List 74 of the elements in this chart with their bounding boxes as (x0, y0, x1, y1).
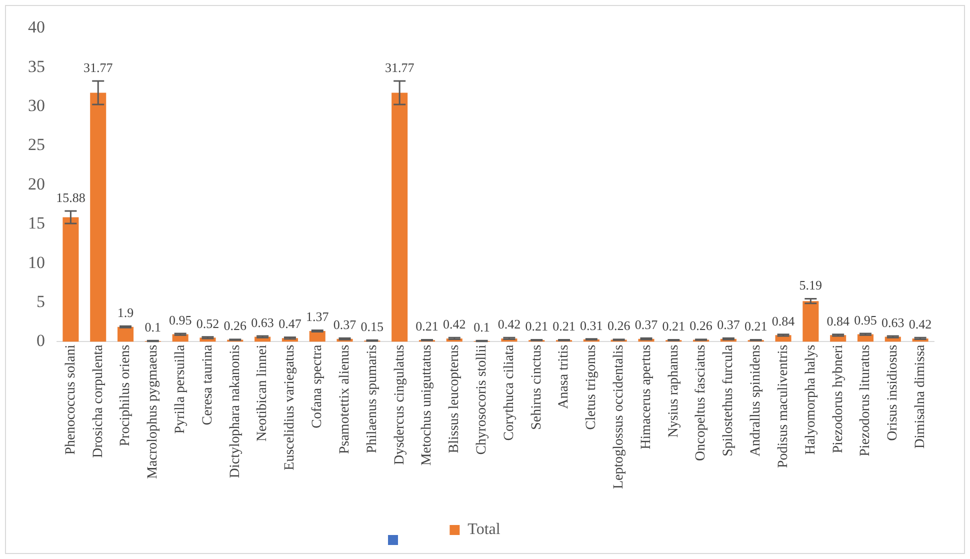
y-tick-label: 10 (28, 252, 45, 272)
x-tick-label: Dictylophara nakanonis (228, 344, 243, 478)
x-tick-label: Cletus trigonus (584, 344, 600, 430)
x-tick-label: Blissus leucopterus (447, 344, 462, 454)
data-label: 0.42 (443, 316, 466, 332)
x-tick-label: Anasa tritis (556, 344, 572, 409)
x-tick-label: Prociphilus oriens (118, 344, 134, 446)
x-tick-label: Sehirus cinctus (529, 344, 544, 430)
data-label: 0.84 (826, 313, 850, 328)
x-tick-label: Ceresa taurina (200, 344, 216, 426)
data-label: 0.21 (525, 318, 548, 334)
data-label: 0.26 (607, 318, 631, 334)
data-label: 0.37 (717, 316, 740, 332)
x-tick-label: Philaenus spumaris (364, 344, 380, 454)
y-tick-label: 40 (28, 18, 45, 37)
x-tick-label: Podisus maculiventris (776, 344, 791, 468)
data-label: 0.52 (196, 316, 220, 331)
x-tick-label: Piezodorus lituratus (858, 344, 874, 456)
x-tick-label: Pyrilla persuilla (173, 344, 188, 434)
data-label: 1.9 (117, 304, 134, 320)
x-tick-label: Orisus insidiosus (886, 344, 901, 441)
y-tick-label: 15 (28, 214, 45, 233)
y-tick-label: 35 (28, 56, 45, 76)
x-tick-label: Andrallus spinidens (748, 344, 764, 456)
data-label: 31.77 (83, 60, 114, 75)
y-tick-label: 25 (28, 135, 45, 154)
data-label: 0.42 (908, 316, 932, 332)
data-label: 0.95 (168, 312, 192, 328)
legend-label: Total (468, 521, 501, 538)
x-tick-label: Piezodorus hybneri (830, 344, 846, 454)
data-label: 0.15 (360, 319, 384, 334)
x-tick-label: Psamotettix alienus (337, 344, 352, 454)
data-label: 0.95 (854, 312, 877, 328)
y-tick-label: 30 (28, 96, 45, 116)
x-tick-label: Chyrosocoris stollii (474, 344, 490, 455)
data-label: 0.21 (662, 318, 686, 334)
data-label: 0.26 (224, 318, 248, 334)
x-tick-label: Corythuca ciliata (502, 344, 517, 441)
data-label: 0.47 (278, 316, 302, 332)
x-tick-label: Dimisalna dimissa (912, 344, 928, 449)
x-tick-label: Himacerus apertus (638, 344, 654, 450)
x-tick-label: Dysdercus cingulatus (392, 344, 408, 465)
y-tick-label: 0 (36, 331, 45, 350)
x-tick-label: Oncopeltus fasciatus (694, 344, 709, 461)
y-tick-label: 5 (36, 292, 45, 312)
data-label: 0.84 (772, 313, 796, 328)
data-label: 0.37 (333, 316, 357, 332)
data-label: 0.21 (552, 318, 576, 334)
data-label: 0.31 (580, 318, 603, 333)
data-label: 0.21 (744, 318, 768, 334)
data-label: 0.63 (251, 314, 274, 330)
x-tick-label: Euscelidius variegatus (282, 344, 298, 470)
data-label: 1.37 (306, 309, 330, 324)
x-tick-label: Halyomorpha halys (803, 344, 818, 455)
y-tick-label: 20 (28, 174, 45, 194)
x-tick-label: Drosicha corpulenta (90, 344, 106, 458)
x-tick-label: Leptoglossus occidentalis (612, 344, 626, 490)
x-tick-label: Cofana spectra (310, 344, 326, 428)
data-label: 0.1 (144, 319, 162, 334)
data-label: 0.26 (690, 318, 713, 334)
data-label: 0.63 (882, 314, 904, 330)
data-label: 31.77 (384, 60, 415, 75)
data-label: 0.37 (634, 316, 658, 332)
data-label: 0.1 (474, 319, 490, 334)
x-tick-label: Nysius raphanus (666, 344, 682, 438)
x-tick-label: Metochus uniguttatus (420, 344, 435, 466)
x-tick-label: Macrolophus pygmaeus (146, 344, 161, 479)
data-label: 0.21 (416, 318, 438, 334)
x-tick-label: Phenococcus solani (63, 344, 78, 455)
data-label: 0.42 (498, 316, 521, 332)
data-label: 5.19 (799, 278, 822, 293)
x-tick-label: Spilostethus furcula (721, 344, 736, 456)
x-tick-label: Neotibican linnei (255, 344, 270, 442)
data-label: 15.88 (56, 190, 86, 205)
